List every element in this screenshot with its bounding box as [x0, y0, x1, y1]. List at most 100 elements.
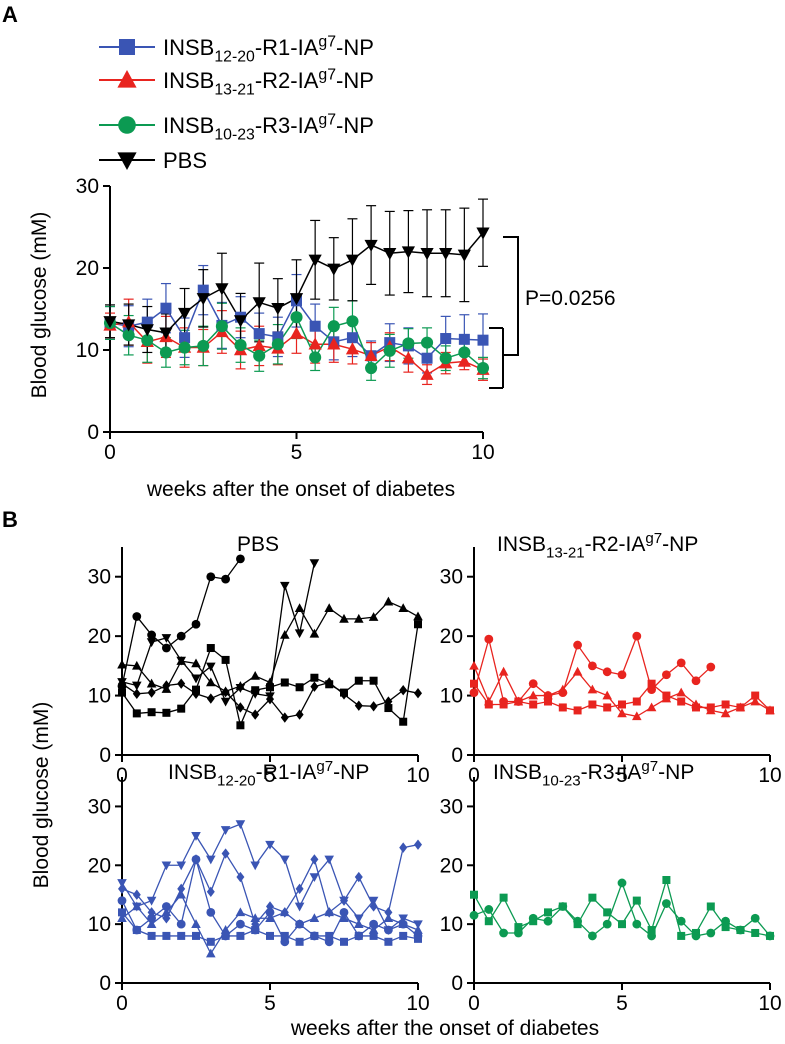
data-point [309, 320, 321, 332]
data-point [529, 700, 538, 709]
data-point [206, 677, 216, 687]
data-point [632, 711, 642, 721]
data-point [340, 937, 348, 946]
data-point [588, 700, 597, 709]
panel-a-ylabel: Blood glucose (mM) [28, 212, 51, 399]
data-point [118, 688, 126, 697]
data-point [369, 919, 378, 929]
data-point [140, 324, 154, 337]
panel-a-ytick-label: 20 [76, 257, 99, 280]
data-point [765, 931, 775, 941]
data-point [414, 934, 422, 943]
data-point [736, 703, 745, 712]
data-point [421, 352, 433, 364]
data-point [132, 660, 142, 670]
data-point [676, 658, 686, 668]
data-point [573, 706, 582, 715]
data-point [346, 332, 358, 344]
data-point [383, 596, 394, 606]
data-point [236, 931, 245, 940]
data-point [706, 902, 715, 911]
b3-xtick-label: 0 [116, 992, 128, 1015]
data-point [221, 686, 230, 698]
data-point [176, 889, 186, 899]
data-point [706, 662, 716, 672]
data-point [469, 688, 479, 697]
b2-ytick-label: 20 [440, 625, 463, 648]
data-point [324, 855, 334, 865]
data-point [103, 316, 117, 329]
data-point [369, 901, 378, 912]
data-point [470, 890, 478, 899]
b3-xtick-label: 5 [264, 992, 276, 1015]
b3-ytick-label: 30 [88, 795, 111, 818]
panel-b-pbs-chart: 0 10 20 30 0 5 10 PBS [88, 533, 430, 787]
data-point [265, 840, 275, 850]
data-point [399, 842, 408, 853]
data-point [220, 697, 231, 707]
data-point [618, 700, 626, 709]
data-point [750, 913, 760, 923]
legend-label-1: INSB13-21-R2-IAg7-NP [163, 67, 374, 99]
data-point [272, 331, 284, 343]
data-point [499, 700, 508, 709]
data-point [251, 926, 260, 935]
data-point [253, 328, 265, 340]
data-point [676, 916, 686, 926]
data-point [191, 658, 201, 668]
panel-a-chart: INSB12-20-R1-IAg7-NPINSB13-21-R2-IAg7-NP… [28, 34, 616, 501]
data-point [368, 612, 379, 621]
b3-ytick-label: 0 [99, 972, 111, 995]
data-point [528, 679, 538, 689]
data-point [252, 297, 266, 310]
p-value-label: P=0.0256 [525, 287, 616, 310]
b2-ytick-label: 0 [451, 744, 463, 767]
data-point [220, 925, 231, 934]
data-point [632, 896, 641, 905]
data-point [295, 683, 304, 692]
data-point [250, 689, 260, 699]
data-point [192, 931, 200, 940]
data-point [325, 677, 334, 688]
data-point [160, 302, 172, 314]
data-point [544, 908, 552, 917]
data-point [159, 346, 172, 359]
data-point [177, 704, 186, 713]
data-point [266, 683, 274, 692]
data-point [141, 316, 153, 328]
data-point [662, 876, 671, 884]
b1-xtick-label: 5 [264, 764, 276, 787]
data-point [662, 899, 671, 908]
data-point [309, 351, 322, 364]
data-point [309, 913, 320, 923]
panel-a-xtick-label: 10 [471, 441, 494, 464]
data-point [147, 913, 157, 923]
data-point [751, 691, 760, 700]
data-point [327, 320, 340, 333]
data-point [602, 919, 612, 929]
data-point [146, 919, 157, 928]
data-point [484, 634, 494, 644]
data-point [364, 348, 378, 361]
data-point [647, 679, 656, 688]
data-point [251, 709, 260, 720]
data-point [345, 254, 360, 267]
panel-a-xtick-label: 5 [291, 441, 303, 464]
data-point [603, 908, 612, 917]
b2-xtick-label: 10 [758, 764, 781, 787]
data-point [236, 721, 245, 730]
data-point [176, 919, 186, 929]
data-point [543, 916, 553, 926]
panel-a-markers [103, 227, 490, 380]
data-point [118, 883, 126, 895]
data-point [401, 351, 415, 364]
data-point [413, 925, 423, 934]
data-point [132, 612, 142, 621]
legend-marker [117, 70, 137, 88]
b1-xtick-label: 0 [116, 764, 128, 787]
data-point [206, 948, 216, 958]
data-point [514, 928, 523, 938]
data-point [280, 712, 289, 723]
panel-b-r2-chart: 0 10 20 30 0 5 10 INSB13-21-R2-IAg7-NP [440, 530, 782, 787]
data-point [766, 706, 774, 715]
